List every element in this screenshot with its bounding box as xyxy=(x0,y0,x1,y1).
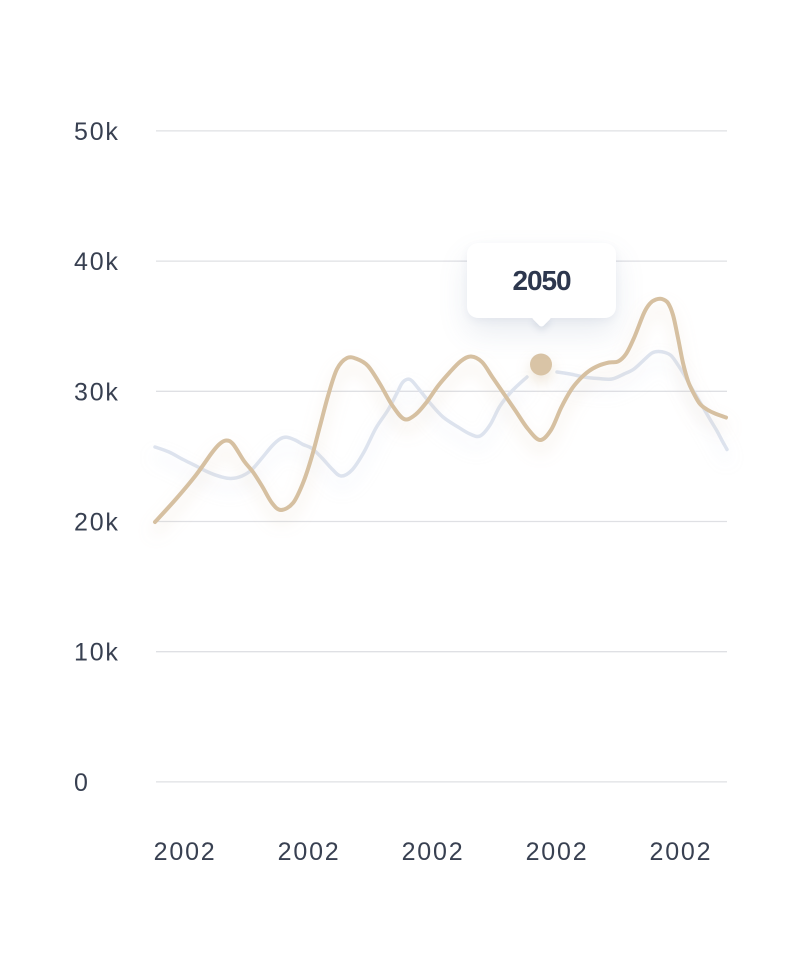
svg-text:10k: 10k xyxy=(74,639,120,667)
svg-text:50k: 50k xyxy=(74,118,120,146)
svg-text:30k: 30k xyxy=(74,378,120,406)
svg-text:0: 0 xyxy=(74,769,90,797)
svg-text:2002: 2002 xyxy=(526,838,589,866)
svg-text:20k: 20k xyxy=(74,509,120,537)
svg-text:40k: 40k xyxy=(74,248,120,276)
svg-text:2002: 2002 xyxy=(154,838,217,866)
svg-text:2002: 2002 xyxy=(649,838,712,866)
svg-text:2002: 2002 xyxy=(402,838,465,866)
svg-text:2002: 2002 xyxy=(278,838,341,866)
